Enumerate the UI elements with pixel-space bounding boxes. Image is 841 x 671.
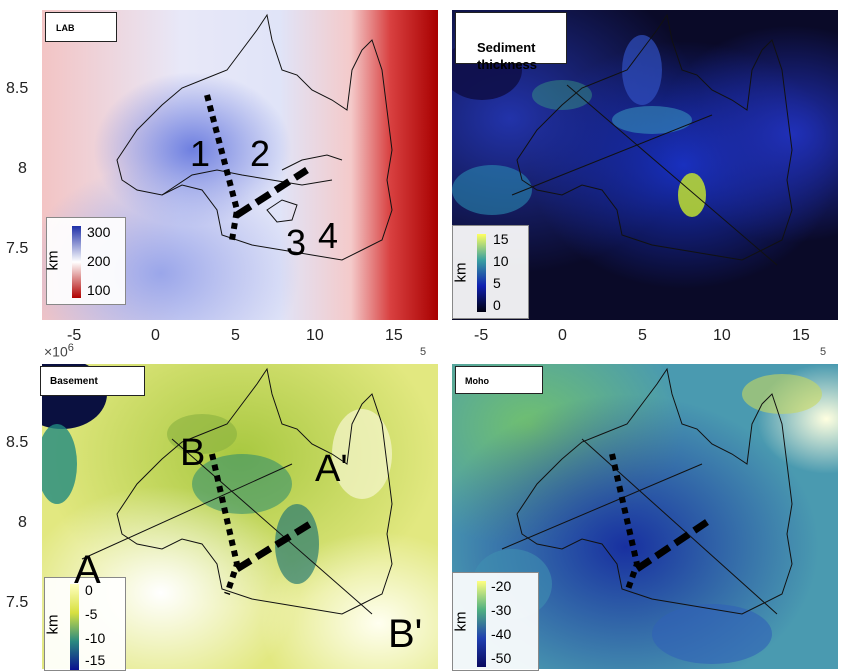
lab-colorbar-gradient — [72, 226, 81, 298]
left-x-exponent-power: 5 — [420, 346, 427, 358]
moho-colorbar-unit: km — [452, 611, 470, 632]
sediment-colorbar-label-10: 10 — [493, 253, 509, 269]
basement-annotation-b: B — [180, 432, 206, 474]
bottom-y-tick-7-5: 7.5 — [6, 594, 29, 611]
sediment-colorbar-gradient — [477, 234, 486, 312]
basement-annotation-a-prime: A' — [315, 448, 348, 490]
moho-colorbar: km -20 -30 -40 -50 — [452, 572, 539, 671]
top-y-tick-8-5: 8.5 — [6, 80, 29, 97]
moho-colorbar-label-minus40: -40 — [491, 626, 512, 642]
left-x-tick-minus5: -5 — [67, 327, 82, 344]
left-x-tick-5: 5 — [231, 327, 240, 344]
right-x-tick-15: 15 — [792, 327, 810, 344]
basement-annotation-b-prime: B' — [388, 612, 423, 656]
basement-colorbar-label-minus10: -10 — [85, 630, 106, 646]
lab-colorbar-label-300: 300 — [87, 224, 111, 240]
basement-map — [42, 364, 438, 669]
right-x-tick-5: 5 — [638, 327, 647, 344]
moho-colorbar-label-minus50: -50 — [491, 650, 512, 666]
basement-colorbar-label-minus5: -5 — [85, 606, 98, 622]
bottom-y-exponent-power: 6 — [67, 342, 74, 354]
lab-colorbar-label-100: 100 — [87, 282, 111, 298]
left-x-tick-15: 15 — [385, 327, 403, 344]
lab-annotation-2: 2 — [250, 133, 271, 174]
left-x-tick-10: 10 — [306, 327, 324, 344]
basement-colorbar-gradient — [70, 584, 79, 670]
lab-title: LAB — [45, 12, 117, 42]
lab-annotation-1: 1 — [190, 133, 211, 174]
moho-colorbar-label-minus30: -30 — [491, 602, 512, 618]
lab-map — [42, 10, 438, 320]
moho-colorbar-label-minus20: -20 — [491, 578, 512, 594]
sediment-colorbar-unit: km — [452, 262, 470, 283]
right-x-tick-0: 0 — [558, 327, 567, 344]
basement-colorbar-label-0: 0 — [85, 582, 93, 598]
bottom-y-exponent: ×106 — [44, 342, 74, 360]
lab-annotation-4: 4 — [318, 215, 339, 256]
moho-colorbar-gradient — [477, 581, 486, 667]
basement-colorbar-unit: km — [44, 614, 62, 635]
right-x-exponent-power: 5 — [820, 346, 827, 358]
right-x-tick-minus5: -5 — [474, 327, 489, 344]
lab-annotation-3: 3 — [286, 222, 307, 263]
basement-title: Basement — [40, 366, 145, 396]
basement-colorbar: km 0 -5 -10 -15 — [44, 577, 126, 671]
basement-annotation-a: A — [74, 548, 101, 592]
sediment-colorbar-label-15: 15 — [493, 231, 509, 247]
sediment-title-text: Sediment thickness — [477, 40, 537, 72]
sediment-title: Sediment thickness — [455, 12, 567, 72]
left-x-exponent: 5 — [420, 346, 426, 364]
top-y-tick-8: 8 — [18, 160, 27, 177]
left-x-tick-0: 0 — [151, 327, 160, 344]
bottom-y-exponent-base: ×10 — [44, 343, 68, 360]
basement-colorbar-label-minus15: -15 — [85, 652, 106, 668]
moho-title: Moho — [455, 366, 543, 394]
sediment-colorbar-label-0: 0 — [493, 297, 501, 313]
bottom-y-tick-8: 8 — [18, 514, 27, 531]
lab-map-panel — [42, 10, 438, 320]
sediment-colorbar-label-5: 5 — [493, 275, 501, 291]
lab-colorbar: km 300 200 100 — [44, 217, 126, 305]
bottom-y-tick-8-5: 8.5 — [6, 434, 29, 451]
lab-colorbar-label-200: 200 — [87, 253, 111, 269]
lab-colorbar-unit: km — [44, 250, 62, 271]
basement-map-panel — [42, 364, 438, 669]
right-x-tick-10: 10 — [713, 327, 731, 344]
right-x-exponent: 5 — [820, 346, 826, 364]
sediment-colorbar: km 15 10 5 0 — [452, 225, 529, 319]
top-y-tick-7-5: 7.5 — [6, 240, 29, 257]
